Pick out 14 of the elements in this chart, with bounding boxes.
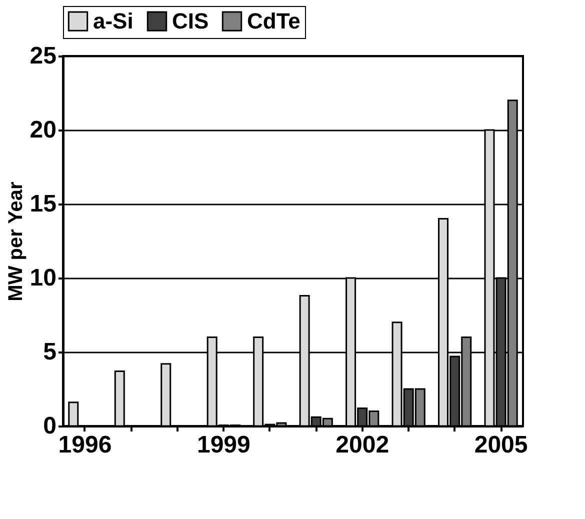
legend-label: a-Si: [93, 8, 134, 34]
legend-label: CdTe: [247, 8, 300, 34]
x-tick-label: 2002: [336, 432, 390, 458]
y-tick-label: 0: [43, 412, 56, 440]
y-tick-label: 20: [30, 116, 56, 144]
y-tick-label: 10: [30, 264, 56, 292]
x-tick-label: 1996: [58, 432, 112, 458]
y-axis-title: MW per Year: [4, 181, 27, 302]
x-tick-label: 2005: [474, 432, 528, 458]
y-tick-label: 15: [30, 190, 56, 218]
x-tick-label: 1999: [196, 432, 250, 458]
y-tick-label: 5: [43, 338, 56, 366]
y-tick-label: 25: [30, 42, 56, 70]
legend-label: CIS: [172, 8, 209, 34]
